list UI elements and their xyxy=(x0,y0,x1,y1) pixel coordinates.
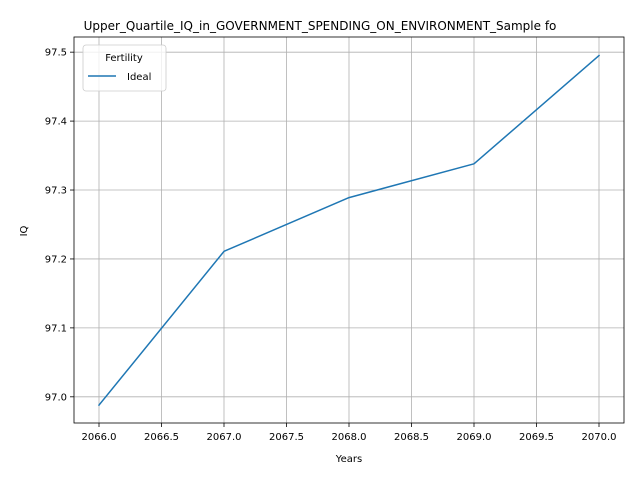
chart-title: Upper_Quartile_IQ_in_GOVERNMENT_SPENDING… xyxy=(84,19,557,33)
x-tick-label: 2068.5 xyxy=(394,432,429,443)
x-tick-label: 2067.0 xyxy=(207,432,242,443)
grid xyxy=(74,37,624,423)
y-tick-label: 97.0 xyxy=(45,392,67,403)
x-tick-label: 2066.5 xyxy=(144,432,179,443)
y-tick-label: 97.1 xyxy=(45,323,67,334)
x-tick-label: 2066.0 xyxy=(82,432,117,443)
legend-box xyxy=(82,44,167,92)
series-line-ideal xyxy=(97,54,601,407)
x-tick-label: 2069.5 xyxy=(519,432,554,443)
x-axis-label: Years xyxy=(335,454,362,465)
x-axis-ticks: 2066.0 2066.5 2067.0 2067.5 2068.0 2068.5 2069… xyxy=(82,423,617,443)
y-axis-ticks: 97.0 97.1 97.2 97.3 97.4 97.5 xyxy=(45,48,74,403)
y-tick-label: 97.5 xyxy=(45,48,67,59)
x-tick-label: 2068.0 xyxy=(332,432,367,443)
x-tick-label: 2070.0 xyxy=(582,432,617,443)
x-tick-label: 2069.0 xyxy=(457,432,492,443)
legend: Fertility Ideal xyxy=(82,44,167,92)
y-tick-label: 97.4 xyxy=(45,117,67,128)
series-layer xyxy=(97,54,601,407)
y-axis-label: IQ xyxy=(19,225,30,236)
legend-title: Fertility xyxy=(105,53,143,64)
y-tick-label: 97.3 xyxy=(45,186,67,197)
legend-entry-ideal: Ideal xyxy=(127,72,151,83)
y-tick-label: 97.2 xyxy=(45,254,67,265)
x-tick-label: 2067.5 xyxy=(269,432,304,443)
